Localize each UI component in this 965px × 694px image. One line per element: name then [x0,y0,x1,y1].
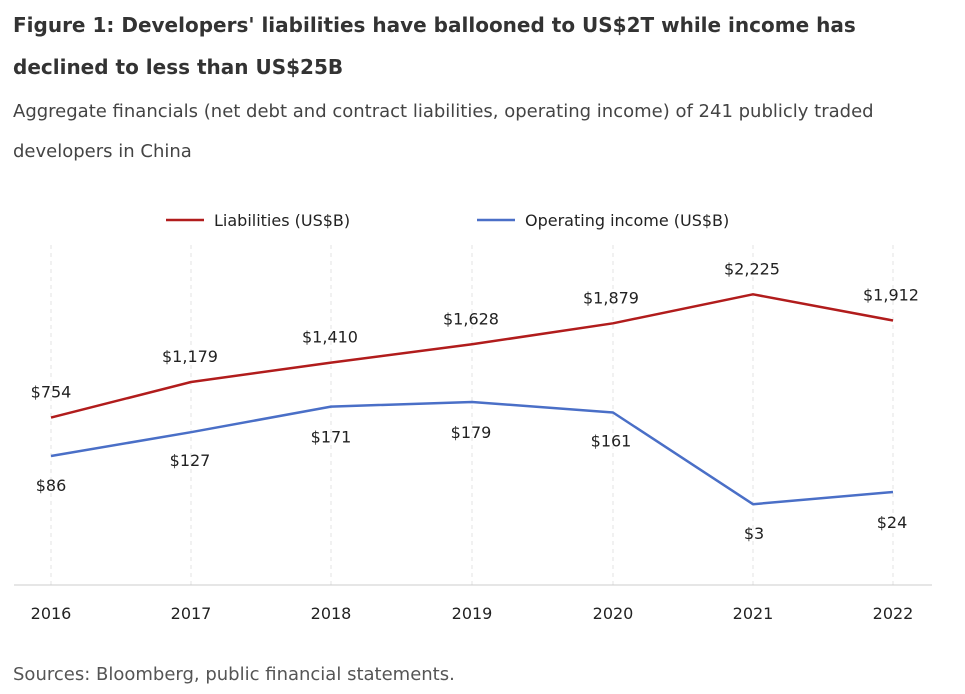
data-label: $754 [31,383,72,402]
data-label: $1,410 [302,328,358,347]
data-label: $161 [591,432,632,451]
data-label: $1,912 [863,286,919,305]
x-tick-label: 2021 [733,604,774,623]
chart-subtitle: Aggregate financials (net debt and contr… [13,101,874,162]
gridlines [50,245,894,585]
data-label: $171 [311,428,352,447]
x-tick-label: 2016 [31,604,72,623]
legend-label: Operating income (US$B) [525,211,729,230]
data-label: $1,879 [583,288,639,307]
data-label: $24 [877,513,908,532]
data-label: $3 [744,524,764,543]
data-label: $2,225 [724,259,780,278]
series-line [50,400,894,506]
data-label: $1,628 [443,309,499,328]
x-axis-ticks: 2016 2017 2018 2019 2020 2021 2022 [31,604,914,623]
series-lines [50,293,894,506]
data-label: $127 [170,451,211,470]
legend: Liabilities (US$B) Operating income (US$B… [166,211,729,230]
series-line [50,293,894,419]
data-label: $86 [36,476,67,495]
data-label: $1,179 [162,347,218,366]
x-tick-label: 2020 [593,604,634,623]
data-label: $179 [451,423,492,442]
x-tick-label: 2018 [311,604,352,623]
x-tick-label: 2017 [171,604,212,623]
x-tick-label: 2019 [452,604,493,623]
chart-title: Figure 1: Developers' liabilities have b… [13,13,856,79]
x-tick-label: 2022 [873,604,914,623]
data-labels: $754 $1,179 $1,410 $1,628 $1,879 $2,225 $1,912… [31,259,919,543]
legend-label: Liabilities (US$B) [214,211,350,230]
source-note: Sources: Bloomberg, public financial sta… [13,664,455,685]
